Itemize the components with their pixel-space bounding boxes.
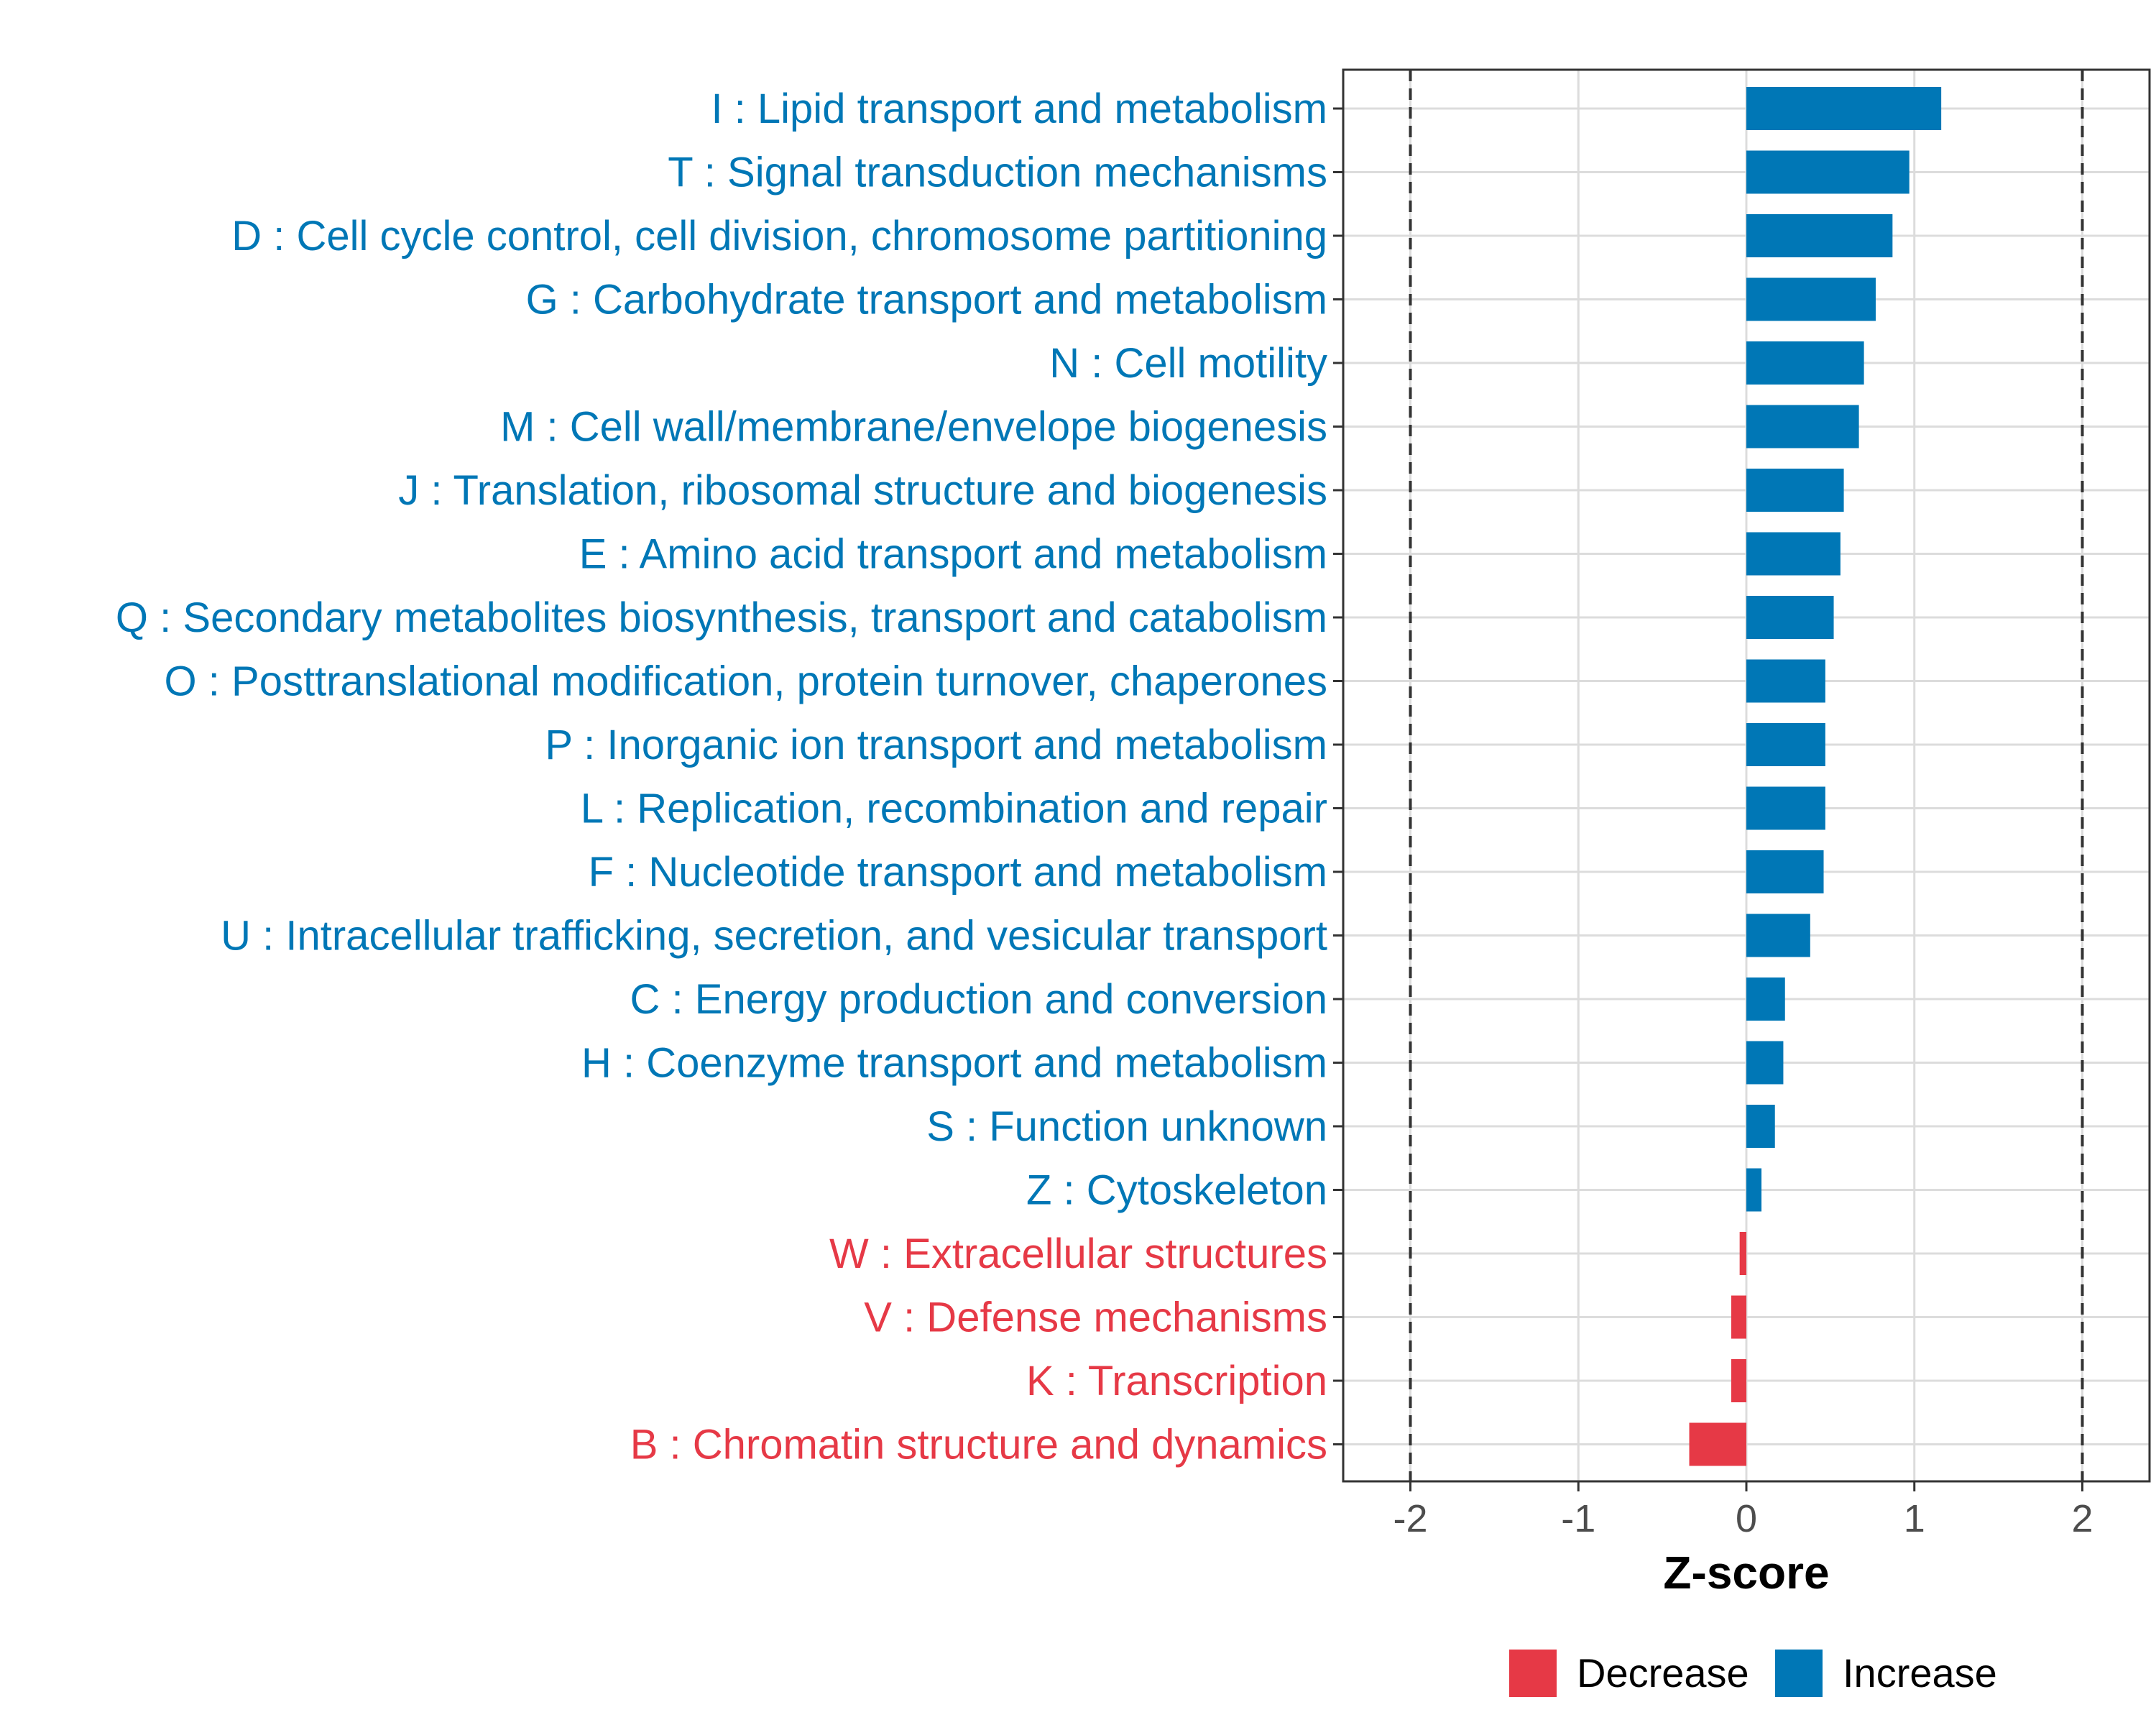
category-label: I : Lipid transport and metabolism — [711, 86, 1327, 132]
x-tick-label: 2 — [2071, 1497, 2093, 1540]
bar — [1731, 1295, 1746, 1339]
bar — [1746, 1168, 1762, 1212]
bar — [1746, 532, 1841, 576]
category-label: P : Inorganic ion transport and metaboli… — [545, 722, 1327, 768]
category-label: K : Transcription — [1026, 1358, 1327, 1404]
category-label: N : Cell motility — [1049, 340, 1327, 387]
legend-label-decrease: Decrease — [1577, 1650, 1749, 1696]
bar — [1746, 723, 1825, 766]
category-label: Z : Cytoskeleton — [1026, 1167, 1327, 1214]
category-label: D : Cell cycle control, cell division, c… — [231, 213, 1327, 259]
x-tick-label: -2 — [1393, 1497, 1427, 1540]
bar — [1746, 659, 1825, 703]
category-label: O : Posttranslational modification, prot… — [165, 658, 1327, 705]
legend-swatch-increase — [1775, 1650, 1823, 1697]
bar — [1746, 214, 1893, 257]
category-label: S : Function unknown — [926, 1103, 1327, 1150]
category-label: W : Extracellular structures — [829, 1230, 1327, 1277]
category-label: U : Intracellular trafficking, secretion… — [221, 913, 1327, 960]
bar — [1746, 786, 1825, 830]
bar — [1731, 1359, 1746, 1402]
bar — [1746, 1105, 1775, 1148]
category-label: T : Signal transduction mechanisms — [668, 150, 1327, 196]
x-tick-label: -1 — [1561, 1497, 1595, 1540]
reference-lines — [1409, 70, 2084, 1481]
bar — [1746, 850, 1824, 893]
y-ticks — [1333, 107, 1343, 1445]
category-label: M : Cell wall/membrane/envelope biogenes… — [500, 404, 1327, 451]
bar — [1746, 150, 1909, 194]
category-label: L : Replication, recombination and repai… — [581, 786, 1327, 832]
category-label: H : Coenzyme transport and metabolism — [581, 1040, 1327, 1087]
category-label: V : Defense mechanisms — [864, 1294, 1327, 1341]
bar — [1746, 87, 1942, 130]
bar — [1746, 277, 1876, 321]
bar — [1746, 341, 1864, 385]
category-label: C : Energy production and conversion — [630, 976, 1327, 1023]
bar — [1746, 978, 1785, 1021]
category-label: G : Carbohydrate transport and metabolis… — [526, 277, 1327, 323]
category-label: E : Amino acid transport and metabolism — [579, 531, 1327, 578]
category-label: Q : Secondary metabolites biosynthesis, … — [116, 594, 1327, 641]
x-tick-label: 0 — [1736, 1497, 1757, 1540]
category-label: F : Nucleotide transport and metabolism — [589, 849, 1327, 896]
legend-label-increase: Increase — [1843, 1650, 1997, 1696]
category-labels: I : Lipid transport and metabolism T : Si… — [116, 86, 1327, 1468]
category-label: J : Translation, ribosomal structure and… — [398, 467, 1327, 514]
bar — [1746, 469, 1844, 512]
bar — [1746, 596, 1834, 639]
bar — [1746, 405, 1859, 448]
x-tick-label: 1 — [1904, 1497, 1925, 1540]
bar — [1739, 1232, 1746, 1275]
bar — [1746, 1041, 1784, 1085]
bars — [1689, 87, 1942, 1466]
legend-swatch-decrease — [1509, 1650, 1557, 1697]
bar — [1746, 914, 1810, 957]
bar — [1689, 1422, 1746, 1466]
x-axis-title: Z-score — [1663, 1547, 1829, 1598]
legend: Decrease Increase — [1509, 1650, 1997, 1697]
category-label: B : Chromatin structure and dynamics — [630, 1422, 1327, 1468]
x-ticks: -2 -1 0 1 2 — [1393, 1481, 2093, 1540]
